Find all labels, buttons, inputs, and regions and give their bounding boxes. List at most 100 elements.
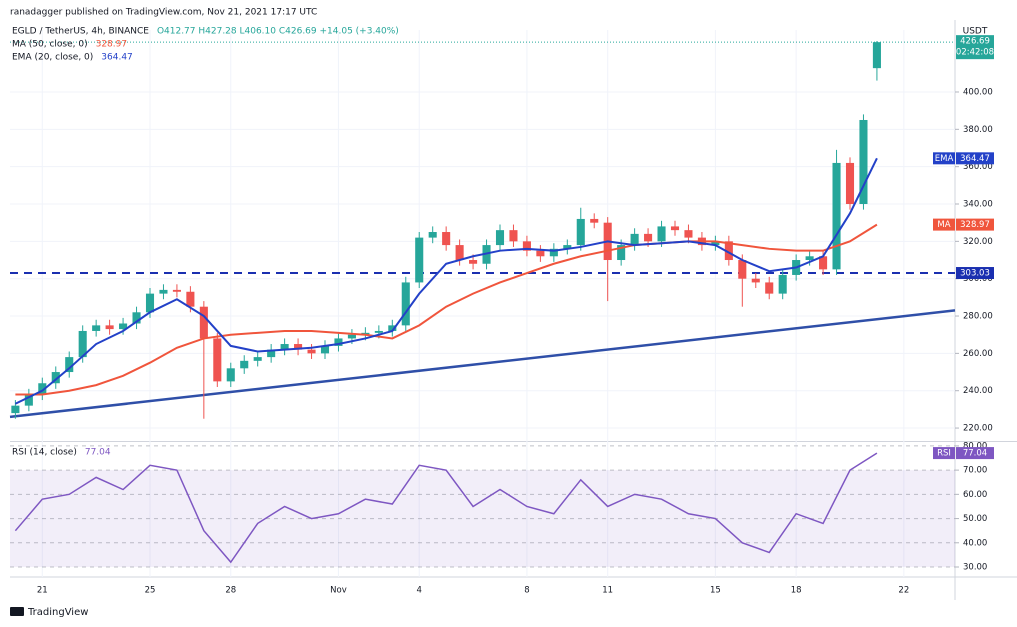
x-tick-label: 4 <box>417 586 422 596</box>
candle-body <box>267 349 276 358</box>
candle-body <box>334 338 343 346</box>
candle-body <box>240 360 249 369</box>
indicator-line <box>14 157 878 405</box>
currency: USDT <box>963 27 988 37</box>
candle-body <box>832 162 841 270</box>
ohlc: O412.77 H427.28 L406.10 C426.69 +14.05 (… <box>157 27 399 37</box>
candle-body <box>630 233 639 246</box>
candle-body <box>872 42 881 69</box>
x-tick-label: 25 <box>145 586 156 596</box>
x-tick-label: Nov <box>330 586 347 596</box>
x-tick-label: 15 <box>710 586 721 596</box>
legend-name: RSI (14, close) <box>12 448 77 458</box>
candle-body <box>280 344 289 350</box>
badge-label: EMA <box>935 154 954 164</box>
legend-value: 364.47 <box>101 53 133 63</box>
x-tick-label: 18 <box>791 586 802 596</box>
x-tick-label: 8 <box>524 586 529 596</box>
candle-body <box>576 218 585 246</box>
badge-label-bg <box>933 152 955 165</box>
candle-body <box>617 245 626 261</box>
x-tick-label: 28 <box>225 586 236 596</box>
candle-body <box>859 119 868 205</box>
candle-body <box>65 357 74 373</box>
x-tick-label: 22 <box>898 586 909 596</box>
badge-value: 328.97 <box>960 220 990 230</box>
candle-body <box>455 245 464 261</box>
badge-label: RSI <box>937 449 951 459</box>
badge-value: 77.04 <box>963 449 987 459</box>
candle-body <box>509 230 518 242</box>
badge-bg <box>956 35 994 60</box>
y-tick-label: 380.00 <box>963 125 993 135</box>
candle-body <box>24 394 33 406</box>
candle-body <box>92 325 101 331</box>
candle-body <box>765 282 774 294</box>
candle-body <box>159 289 168 294</box>
y-tick-label: 220.00 <box>963 424 993 434</box>
badge-label-bg <box>933 447 955 460</box>
y-tick-label: 340.00 <box>963 200 993 210</box>
y-tick-label: 300.00 <box>963 274 993 284</box>
badge-value: 426.69 <box>960 37 990 47</box>
candle-body <box>38 383 47 395</box>
y-tick-label: 30.00 <box>963 563 987 573</box>
candle-body <box>186 291 195 307</box>
candle-body <box>320 345 330 354</box>
y-tick-label: 80.00 <box>963 441 987 451</box>
y-tick-label: 50.00 <box>963 514 987 524</box>
candle-body <box>805 256 814 261</box>
pane: 30.00 40.00 50.00 60.00 70.00 80.00 RSI (14, c… <box>10 441 994 573</box>
candle-body <box>442 232 451 246</box>
badge-value: 364.47 <box>960 154 990 164</box>
footer-logo: TradingView <box>10 607 88 618</box>
candle-body <box>347 334 356 339</box>
trend-line <box>9 309 956 419</box>
badge-label: MA <box>937 220 950 230</box>
logo-icon <box>10 607 24 616</box>
badge-bg <box>956 152 994 165</box>
candle-body <box>778 274 787 294</box>
candle-body <box>172 289 181 292</box>
candle-body <box>253 357 262 361</box>
legend-name: EMA (20, close, 0) <box>12 53 93 63</box>
symbol: EGLD / TetherUS, 4h, BINANCE <box>12 27 149 37</box>
legend-value: 77.04 <box>85 448 111 458</box>
candle-body <box>105 325 114 330</box>
publisher: ranadagger published on TradingView.com,… <box>10 8 317 18</box>
badge-bg <box>956 447 994 460</box>
candle-body <box>670 226 680 231</box>
candle-body <box>374 330 383 333</box>
y-tick-label: 400.00 <box>963 87 993 97</box>
candle-body <box>428 232 437 238</box>
candle-body <box>51 372 60 384</box>
y-tick-label: 60.00 <box>963 490 987 500</box>
candle-body <box>132 312 141 324</box>
candle-body <box>724 241 733 261</box>
pane: 220.00 240.00 260.00 280.00 300.00 320.00 340.… <box>9 30 994 596</box>
candle-body <box>145 293 155 313</box>
candle-body <box>401 282 410 326</box>
countdown: 02:42:08 <box>956 48 994 58</box>
candle-body <box>644 233 653 242</box>
candle-body <box>819 256 828 270</box>
x-tick-label: 21 <box>37 586 48 596</box>
x-tick-label: 11 <box>602 586 613 596</box>
indicator-line <box>14 452 878 564</box>
y-tick-label: 40.00 <box>963 538 987 548</box>
candle-body <box>711 241 720 246</box>
footer: TradingView <box>27 607 88 618</box>
candle-body <box>657 226 666 242</box>
candle-body <box>199 306 208 339</box>
candle-body <box>590 218 599 223</box>
candle-body <box>78 330 87 358</box>
y-tick-label: 280.00 <box>963 312 993 322</box>
candle-body <box>684 230 693 238</box>
badge-label-bg <box>933 218 955 231</box>
indicator-line <box>15 223 878 396</box>
candle-body <box>213 338 222 382</box>
candle-body <box>469 260 478 264</box>
candle-body <box>11 405 20 414</box>
